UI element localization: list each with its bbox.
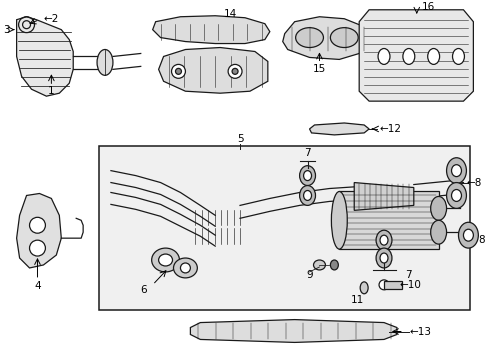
Ellipse shape	[446, 158, 466, 184]
Ellipse shape	[172, 64, 185, 78]
Text: 7: 7	[406, 270, 412, 280]
Text: 5: 5	[237, 134, 244, 144]
Text: ←2: ←2	[44, 14, 59, 24]
Bar	[99, 146, 470, 310]
Text: 3: 3	[3, 24, 10, 35]
Polygon shape	[310, 123, 369, 135]
Text: 15: 15	[313, 64, 326, 75]
Text: ←10: ←10	[400, 280, 422, 290]
Text: ←13: ←13	[410, 327, 432, 337]
Ellipse shape	[295, 28, 323, 48]
Ellipse shape	[451, 189, 462, 202]
Ellipse shape	[459, 222, 478, 248]
Text: 16: 16	[422, 2, 435, 12]
Ellipse shape	[376, 230, 392, 250]
Polygon shape	[359, 10, 473, 101]
Ellipse shape	[152, 248, 179, 272]
Bar	[384, 281, 402, 289]
Ellipse shape	[453, 49, 465, 64]
Ellipse shape	[380, 235, 388, 245]
Polygon shape	[159, 48, 268, 93]
Polygon shape	[153, 16, 270, 44]
Text: 8: 8	[478, 235, 485, 245]
Ellipse shape	[376, 248, 392, 268]
Text: ←12: ←12	[380, 124, 402, 134]
Ellipse shape	[431, 220, 446, 244]
Ellipse shape	[331, 192, 347, 249]
Ellipse shape	[29, 217, 46, 233]
Ellipse shape	[180, 263, 191, 273]
Ellipse shape	[173, 258, 197, 278]
Text: 4: 4	[34, 281, 41, 291]
Ellipse shape	[378, 49, 390, 64]
Ellipse shape	[451, 165, 462, 177]
Text: 11: 11	[350, 295, 364, 305]
Ellipse shape	[304, 190, 312, 201]
Polygon shape	[340, 192, 439, 249]
Polygon shape	[283, 17, 369, 59]
Ellipse shape	[464, 229, 473, 241]
Ellipse shape	[29, 240, 46, 256]
Text: ←8: ←8	[466, 177, 482, 188]
Ellipse shape	[314, 260, 325, 270]
Ellipse shape	[330, 28, 358, 48]
Ellipse shape	[403, 49, 415, 64]
Ellipse shape	[159, 254, 172, 266]
Polygon shape	[354, 183, 414, 210]
Ellipse shape	[97, 50, 113, 75]
Ellipse shape	[299, 166, 316, 185]
Ellipse shape	[379, 280, 389, 290]
Ellipse shape	[228, 64, 242, 78]
Ellipse shape	[175, 68, 181, 74]
Text: 7: 7	[304, 148, 311, 158]
Text: 1: 1	[48, 86, 55, 96]
Ellipse shape	[380, 253, 388, 263]
Ellipse shape	[232, 68, 238, 74]
Ellipse shape	[360, 282, 368, 294]
Ellipse shape	[446, 183, 466, 208]
Polygon shape	[17, 17, 73, 96]
Ellipse shape	[299, 185, 316, 206]
Ellipse shape	[428, 49, 440, 64]
Text: 6: 6	[141, 285, 147, 295]
Polygon shape	[17, 193, 61, 268]
Polygon shape	[191, 320, 397, 342]
Ellipse shape	[304, 171, 312, 181]
Ellipse shape	[330, 260, 338, 270]
Text: 9: 9	[306, 270, 313, 280]
Text: 14: 14	[223, 9, 237, 19]
Ellipse shape	[431, 197, 446, 220]
